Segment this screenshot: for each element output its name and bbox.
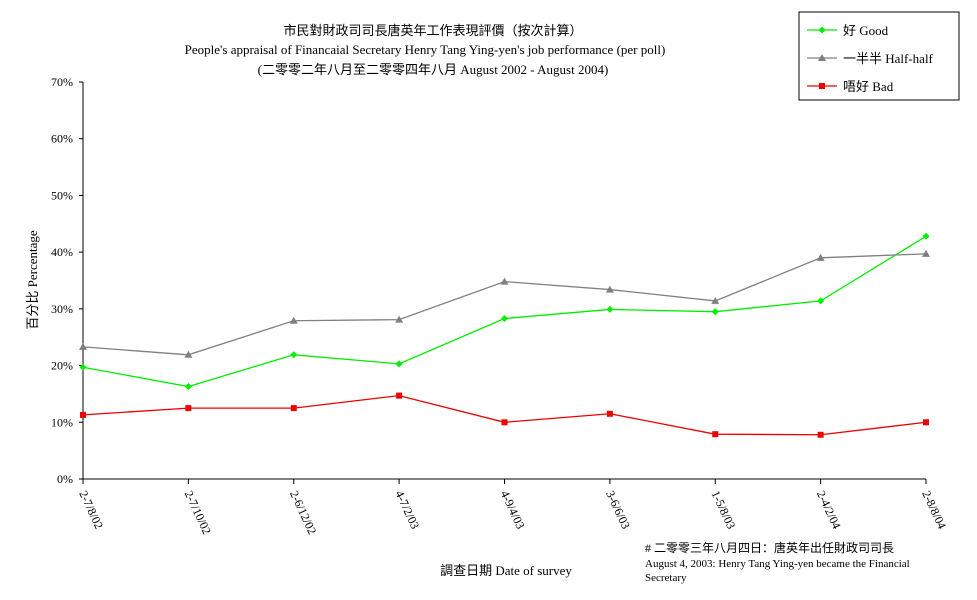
data-point-good bbox=[79, 363, 87, 371]
legend: 好 Good 一半半 Half-half 唔好 Bad bbox=[798, 11, 960, 101]
y-axis-ticks: 0% 10% 20% 30% 40% 50% 60% 70% bbox=[51, 75, 83, 486]
data-point-good bbox=[395, 360, 403, 368]
x-tick-label: 2-4/2/04 bbox=[814, 488, 844, 531]
legend-marker-good bbox=[818, 26, 826, 34]
x-tick-label: 4-9/4/03 bbox=[498, 488, 528, 531]
x-tick-label: 1-5/8/03 bbox=[709, 488, 739, 531]
x-tick-label: 2-8/8/04 bbox=[919, 488, 949, 531]
data-point-good bbox=[922, 232, 930, 240]
legend-label-half-half: 一半半 Half-half bbox=[843, 51, 934, 66]
series-line-half-half bbox=[82, 253, 927, 356]
x-tick-label: 2-7/8/02 bbox=[76, 488, 106, 531]
data-point-bad bbox=[290, 405, 297, 412]
y-tick-label: 50% bbox=[51, 188, 73, 202]
data-point-half-half bbox=[605, 285, 614, 293]
y-tick-label: 20% bbox=[51, 359, 73, 373]
chart-subtitle-period: (二零零二年八月至二零零四年八月 August 2002 - August 20… bbox=[258, 62, 609, 77]
x-tick-label: 2-7/10/02 bbox=[182, 488, 214, 536]
annotation-line-2: August 4, 2003: Henry Tang Ying-yen beca… bbox=[645, 558, 910, 570]
series-line-bad bbox=[82, 394, 927, 436]
data-point-half-half bbox=[816, 253, 825, 261]
chart-subtitle: People's appraisal of Financaial Secreta… bbox=[185, 42, 666, 57]
x-tick-label: 4-7/2/03 bbox=[392, 488, 422, 531]
data-point-good bbox=[501, 314, 508, 322]
data-point-half-half bbox=[922, 249, 930, 257]
x-axis-ticks: 2-7/8/02 2-7/10/02 2-6/12/02 4-7/2/03 4-9/4/… bbox=[76, 479, 949, 537]
data-point-good bbox=[184, 383, 192, 391]
chart-title: 市民對財政司司長唐英年工作表現評價（按次計算） bbox=[283, 23, 582, 38]
series-layer bbox=[79, 232, 930, 438]
legend-label-good: 好 Good bbox=[843, 23, 889, 38]
data-point-good bbox=[606, 305, 614, 313]
data-point-good bbox=[817, 297, 825, 305]
data-point-bad bbox=[712, 431, 719, 438]
annotation-line-1: # 二零零三年八月四日：唐英年出任財政司司長 bbox=[645, 540, 894, 555]
x-tick-label: 2-6/12/02 bbox=[287, 488, 319, 536]
y-tick-label: 30% bbox=[51, 302, 73, 316]
y-tick-label: 70% bbox=[51, 75, 73, 89]
y-tick-label: 10% bbox=[51, 415, 73, 429]
series-good bbox=[79, 232, 930, 391]
data-point-bad bbox=[396, 392, 403, 399]
legend-label-bad: 唔好 Bad bbox=[843, 79, 894, 94]
y-tick-label: 0% bbox=[57, 472, 73, 486]
data-point-half-half bbox=[289, 316, 298, 324]
data-point-half-half bbox=[711, 296, 720, 304]
legend-box bbox=[798, 11, 960, 101]
data-point-half-half bbox=[184, 350, 193, 358]
legend-marker-bad bbox=[819, 83, 825, 89]
data-point-good bbox=[711, 308, 719, 316]
series-bad bbox=[80, 392, 929, 438]
data-point-good bbox=[290, 351, 298, 359]
data-point-bad bbox=[185, 405, 192, 412]
x-axis-label: 調查日期 Date of survey bbox=[440, 563, 572, 578]
series-half-half bbox=[79, 249, 930, 358]
series-line-good bbox=[82, 235, 927, 388]
y-tick-label: 40% bbox=[51, 245, 73, 259]
data-point-bad bbox=[923, 419, 929, 426]
y-tick-label: 60% bbox=[51, 132, 73, 146]
data-point-half-half bbox=[500, 277, 509, 285]
annotation-line-3: Secretary bbox=[645, 572, 687, 584]
data-point-bad bbox=[606, 410, 613, 417]
data-point-bad bbox=[501, 419, 508, 426]
data-point-half-half bbox=[395, 315, 404, 323]
y-axis-label: 百分比 Percentage bbox=[25, 230, 40, 330]
x-tick-label: 3-6/6/03 bbox=[603, 488, 633, 531]
data-point-bad bbox=[80, 411, 86, 418]
legend-marker-half-half bbox=[818, 54, 826, 61]
data-point-bad bbox=[817, 431, 824, 438]
data-point-half-half bbox=[79, 342, 87, 350]
